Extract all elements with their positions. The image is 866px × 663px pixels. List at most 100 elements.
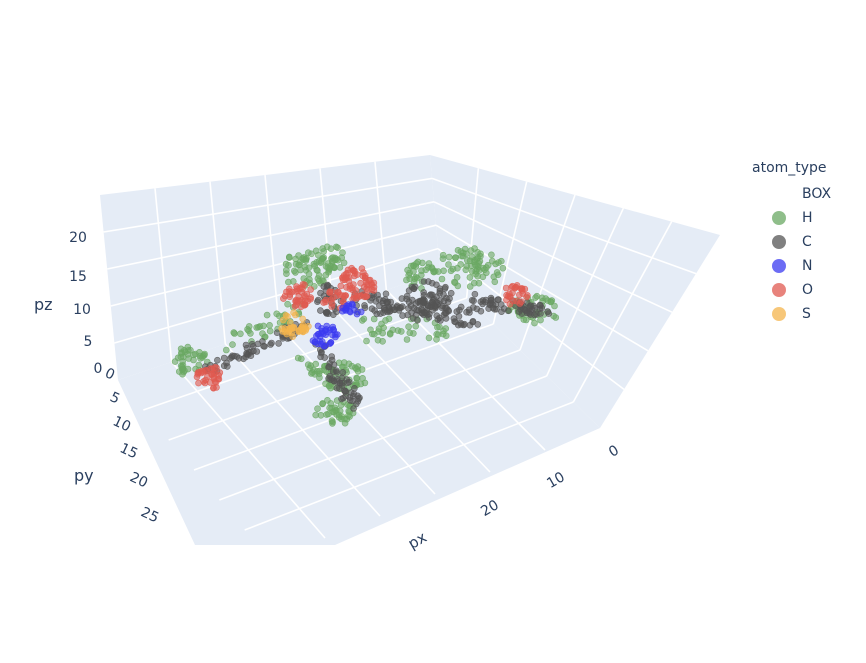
atom-point-H <box>306 276 313 283</box>
atom-point-H <box>468 253 476 261</box>
legend-swatch <box>772 235 786 249</box>
atom-point-C <box>243 344 251 352</box>
atom-point-C <box>382 290 390 298</box>
atom-point-C <box>457 303 465 311</box>
atom-point-H <box>445 261 452 268</box>
atom-point-O <box>359 272 367 280</box>
atom-point-C <box>320 283 328 290</box>
atom-point-C <box>338 395 345 403</box>
legend-label: BOX <box>802 186 832 202</box>
atom-point-H <box>336 264 344 271</box>
atom-point-C <box>443 304 450 312</box>
atom-point-H <box>360 315 368 323</box>
atom-point-O <box>353 292 361 300</box>
atom-point-C <box>403 292 411 300</box>
atom-point-C <box>374 291 381 299</box>
atom-point-O <box>334 288 342 296</box>
atom-point-C <box>323 309 330 316</box>
legend-item-o[interactable]: O <box>752 278 831 302</box>
y-tick-label: 20 <box>127 469 150 491</box>
z-tick-label: 5 <box>84 334 93 350</box>
atom-point-H <box>301 263 309 271</box>
atom-point-O <box>510 297 517 305</box>
atom-point-O <box>328 303 336 310</box>
atom-point-O <box>368 286 376 294</box>
atom-point-C <box>381 306 389 314</box>
atom-point-O <box>503 291 510 299</box>
atom-point-C <box>391 306 398 314</box>
atom-point-N <box>332 331 339 338</box>
atom-point-C <box>404 311 412 319</box>
atom-point-C <box>345 378 353 386</box>
legend-item-c[interactable]: C <box>752 230 831 254</box>
legend-item-h[interactable]: H <box>752 206 831 230</box>
legend-item-box[interactable]: BOX <box>752 182 831 206</box>
atom-point-C <box>414 316 421 324</box>
atom-point-H <box>434 268 442 275</box>
atom-point-H <box>311 262 319 270</box>
atom-point-H <box>253 324 261 331</box>
atom-point-S <box>299 328 307 336</box>
atom-point-C <box>361 304 369 312</box>
atom-point-C <box>431 302 439 310</box>
atom-point-C <box>260 342 267 350</box>
atom-point-O <box>215 372 222 379</box>
atom-point-H <box>325 410 332 418</box>
atom-point-H <box>237 330 244 338</box>
atom-point-O <box>307 295 314 303</box>
atom-point-C <box>436 285 444 293</box>
atom-point-H <box>324 264 332 271</box>
atom-point-C <box>342 387 350 395</box>
atom-point-H <box>363 337 370 345</box>
atom-point-H <box>312 360 320 368</box>
atom-point-H <box>481 266 488 274</box>
legend: atom_type BOX H C N O S <box>752 160 831 326</box>
atom-point-H <box>403 336 411 343</box>
atom-point-H <box>296 261 303 269</box>
atom-point-H <box>195 361 203 369</box>
atom-point-H <box>447 267 455 275</box>
atom-point-C <box>421 309 429 317</box>
atom-point-H <box>537 316 544 324</box>
x-axis-title: px <box>405 528 430 553</box>
atom-point-S <box>285 325 292 333</box>
legend-item-s[interactable]: S <box>752 302 831 326</box>
atom-point-C <box>248 340 256 348</box>
atom-point-C <box>254 340 262 348</box>
atom-point-H <box>451 254 459 262</box>
atom-point-O <box>296 285 303 292</box>
atom-point-H <box>338 413 346 420</box>
y-tick-label: 0 <box>102 365 117 383</box>
atom-point-H <box>177 353 185 361</box>
atom-point-H <box>410 268 417 275</box>
atom-point-O <box>202 376 209 384</box>
atom-point-O <box>337 282 345 290</box>
atom-point-H <box>531 319 538 327</box>
y-tick-label: 10 <box>110 413 133 435</box>
atom-point-H <box>412 322 420 330</box>
atom-point-O <box>502 284 510 292</box>
atom-point-H <box>330 263 337 271</box>
atom-point-H <box>488 257 496 265</box>
atom-point-H <box>266 327 274 335</box>
atom-point-C <box>346 397 354 404</box>
atom-point-H <box>467 247 475 254</box>
atom-points <box>171 243 560 427</box>
atom-point-H <box>197 354 204 362</box>
atom-point-C <box>412 311 420 319</box>
atom-point-S <box>286 319 294 327</box>
atom-point-C <box>317 307 324 314</box>
atom-point-H <box>302 255 310 263</box>
atom-point-H <box>439 251 447 259</box>
grid-line <box>110 224 437 307</box>
legend-item-n[interactable]: N <box>752 254 831 278</box>
atom-point-O <box>517 298 525 306</box>
atom-point-H <box>552 314 560 321</box>
atom-point-C <box>332 367 340 375</box>
atom-point-O <box>320 299 327 306</box>
atom-point-S <box>292 311 299 319</box>
atom-point-H <box>428 264 436 271</box>
atom-point-S <box>284 313 291 320</box>
